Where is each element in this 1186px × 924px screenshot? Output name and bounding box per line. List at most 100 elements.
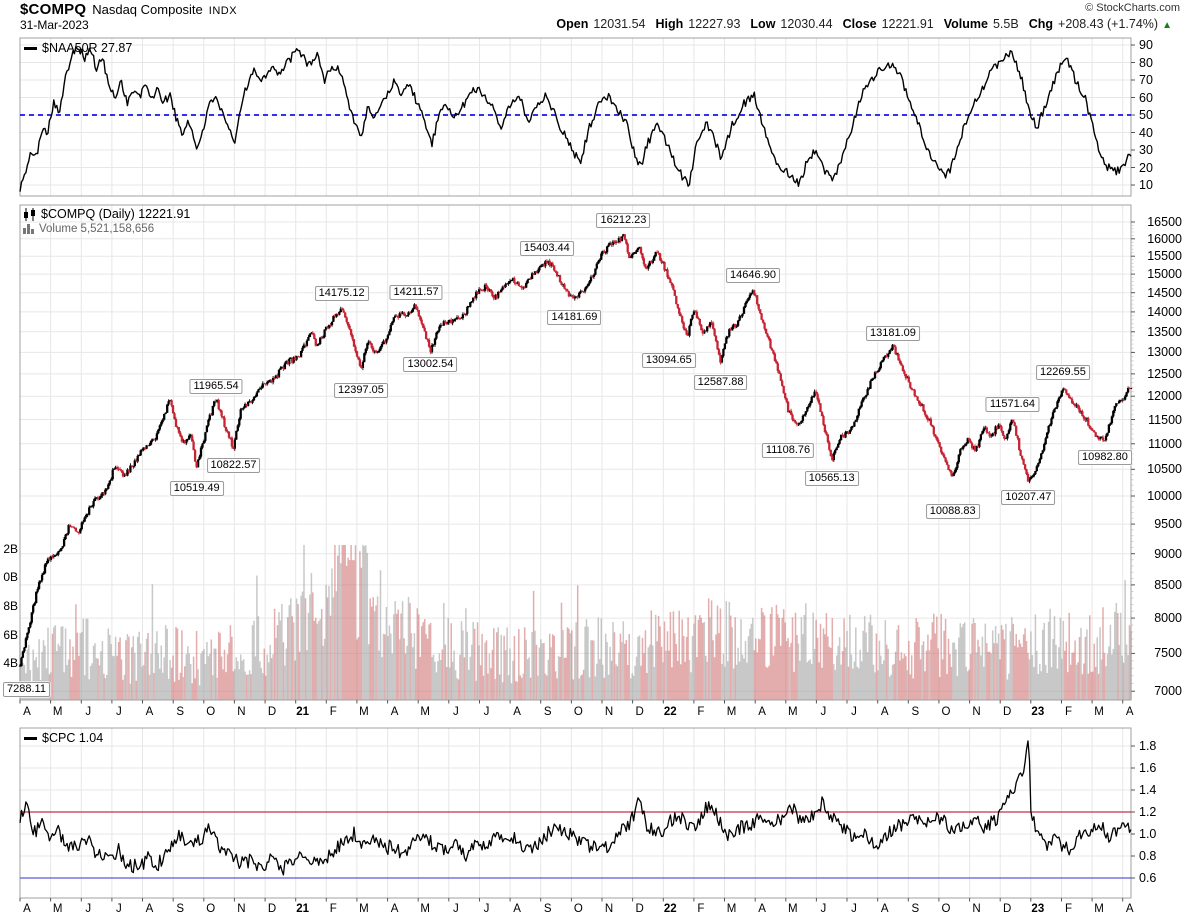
- x-tick-label: O: [573, 706, 583, 718]
- y-tick-label: 50: [1139, 108, 1153, 122]
- compq-legend-label: $COMPQ (Daily) 12221.91: [41, 207, 191, 221]
- x-tick-label: S: [911, 903, 920, 915]
- x-tick-label: S: [543, 706, 552, 718]
- x-tick-label: F: [697, 706, 705, 718]
- copyright: © StockCharts.com: [1085, 2, 1180, 14]
- y-tick-label: 10000: [1147, 489, 1182, 503]
- y-tick-label: 30: [1139, 143, 1153, 157]
- high-label: High: [655, 17, 684, 31]
- x-tick-label: 21: [296, 706, 310, 718]
- x-tick-label: A: [513, 903, 521, 915]
- price-annotation: 11571.64: [985, 397, 1039, 413]
- x-tick-label: A: [23, 903, 31, 915]
- y-tick-label: 12000: [1147, 389, 1182, 404]
- x-tick-label: D: [635, 903, 644, 915]
- low-value: 12030.44: [780, 17, 833, 31]
- y-tick-label: 16500: [1147, 214, 1182, 229]
- x-tick-label: A: [1125, 706, 1134, 718]
- x-tick-label: F: [1064, 903, 1072, 915]
- y-tick-label: 20: [1139, 160, 1153, 175]
- x-tick-label: J: [851, 706, 857, 718]
- x-tick-label: S: [543, 903, 552, 915]
- symbol-name: Nasdaq Composite: [92, 2, 203, 17]
- y-tick-label: 11000: [1148, 436, 1182, 451]
- x-tick-label: S: [911, 706, 920, 718]
- price-annotation: 13094.65: [641, 353, 696, 369]
- x-tick-label: D: [1003, 706, 1012, 718]
- x-tick-label: J: [85, 706, 92, 718]
- y-tick-label: 1.2: [1139, 805, 1157, 819]
- y-tick-label: 11500: [1148, 412, 1182, 427]
- chg-value: +208.43 (+1.74%): [1058, 17, 1159, 31]
- quote-row: Open 12031.54 High 12227.93 Low 12030.44 Cl…: [556, 17, 1172, 31]
- naa50r-legend: $NAA50R 27.87: [24, 41, 132, 55]
- x-tick-label: N: [237, 903, 246, 915]
- x-tick-label: D: [267, 706, 277, 718]
- y-tick-label: 10: [1139, 178, 1153, 192]
- x-tick-label: J: [116, 903, 122, 915]
- x-tick-label: M: [52, 706, 63, 718]
- x-tick-label: J: [820, 706, 827, 718]
- x-tick-label: D: [267, 903, 277, 915]
- y-tick-label: 80: [1139, 55, 1153, 70]
- exchange-label: INDX: [208, 5, 238, 17]
- y-tick-label: 14500: [1147, 285, 1182, 300]
- x-tick-label: A: [758, 706, 766, 718]
- price-annotation: 12397.05: [333, 383, 388, 399]
- y-tick-label: 15500: [1147, 249, 1182, 264]
- x-tick-label: O: [941, 706, 951, 718]
- price-annotation: 14211.57: [389, 284, 443, 300]
- x-tick-label: O: [573, 903, 583, 915]
- x-tick-label: F: [329, 903, 337, 915]
- volume-label: Volume: [943, 17, 988, 31]
- y-tick-label: 14000: [1147, 304, 1182, 319]
- price-annotation: 13002.54: [403, 357, 458, 373]
- x-tick-label: M: [787, 903, 798, 915]
- volume-value: 5.5B: [992, 17, 1019, 31]
- x-tick-label: M: [52, 903, 63, 915]
- price-annotation: 10088.83: [925, 504, 980, 520]
- x-tick-label: 22: [663, 903, 677, 915]
- y-tick-label: 90: [1139, 38, 1153, 52]
- price-annotation: 14175.12: [314, 286, 369, 302]
- cpc-legend-label: $CPC 1.04: [42, 731, 104, 745]
- x-tick-label: A: [1125, 903, 1134, 915]
- x-tick-label: S: [176, 706, 184, 718]
- volume-axis-label: 0B: [3, 570, 18, 585]
- x-tick-label: 23: [1031, 706, 1045, 718]
- x-tick-label: A: [513, 706, 521, 718]
- price-annotation: 16212.23: [596, 212, 651, 228]
- open-label: Open: [556, 17, 589, 31]
- x-tick-label: O: [941, 903, 951, 915]
- symbol: $COMPQ: [20, 1, 87, 18]
- y-tick-label: 15000: [1147, 267, 1182, 282]
- x-tick-label: S: [176, 903, 184, 915]
- y-tick-label: 0.8: [1139, 849, 1157, 863]
- volume-legend: Volume 5,521,158,656: [23, 223, 154, 235]
- x-tick-label: N: [972, 903, 981, 915]
- x-tick-label: M: [420, 706, 430, 718]
- y-tick-label: 1.8: [1139, 739, 1157, 753]
- y-tick-label: 9000: [1154, 546, 1182, 561]
- volume-bars-icon: [23, 224, 35, 234]
- x-tick-label: F: [697, 903, 705, 915]
- price-annotation: 13181.09: [866, 325, 920, 341]
- price-annotation: 12269.55: [1036, 365, 1090, 381]
- y-tick-label: 16000: [1147, 231, 1182, 246]
- y-tick-label: 1.0: [1139, 827, 1157, 841]
- x-tick-label: D: [635, 706, 644, 718]
- volume-axis-label: 6B: [3, 627, 18, 642]
- volume-axis-label: 4B: [3, 656, 18, 671]
- open-value: 12031.54: [593, 17, 646, 31]
- price-annotation: 7288.11: [3, 682, 50, 698]
- price-annotation: 14646.90: [726, 268, 780, 284]
- line-swatch-icon: [24, 46, 37, 50]
- x-tick-label: O: [206, 706, 216, 718]
- x-tick-label: J: [483, 706, 490, 718]
- price-annotation: 10982.80: [1078, 449, 1132, 465]
- price-annotation: 15403.44: [519, 240, 574, 256]
- x-tick-label: N: [237, 706, 246, 718]
